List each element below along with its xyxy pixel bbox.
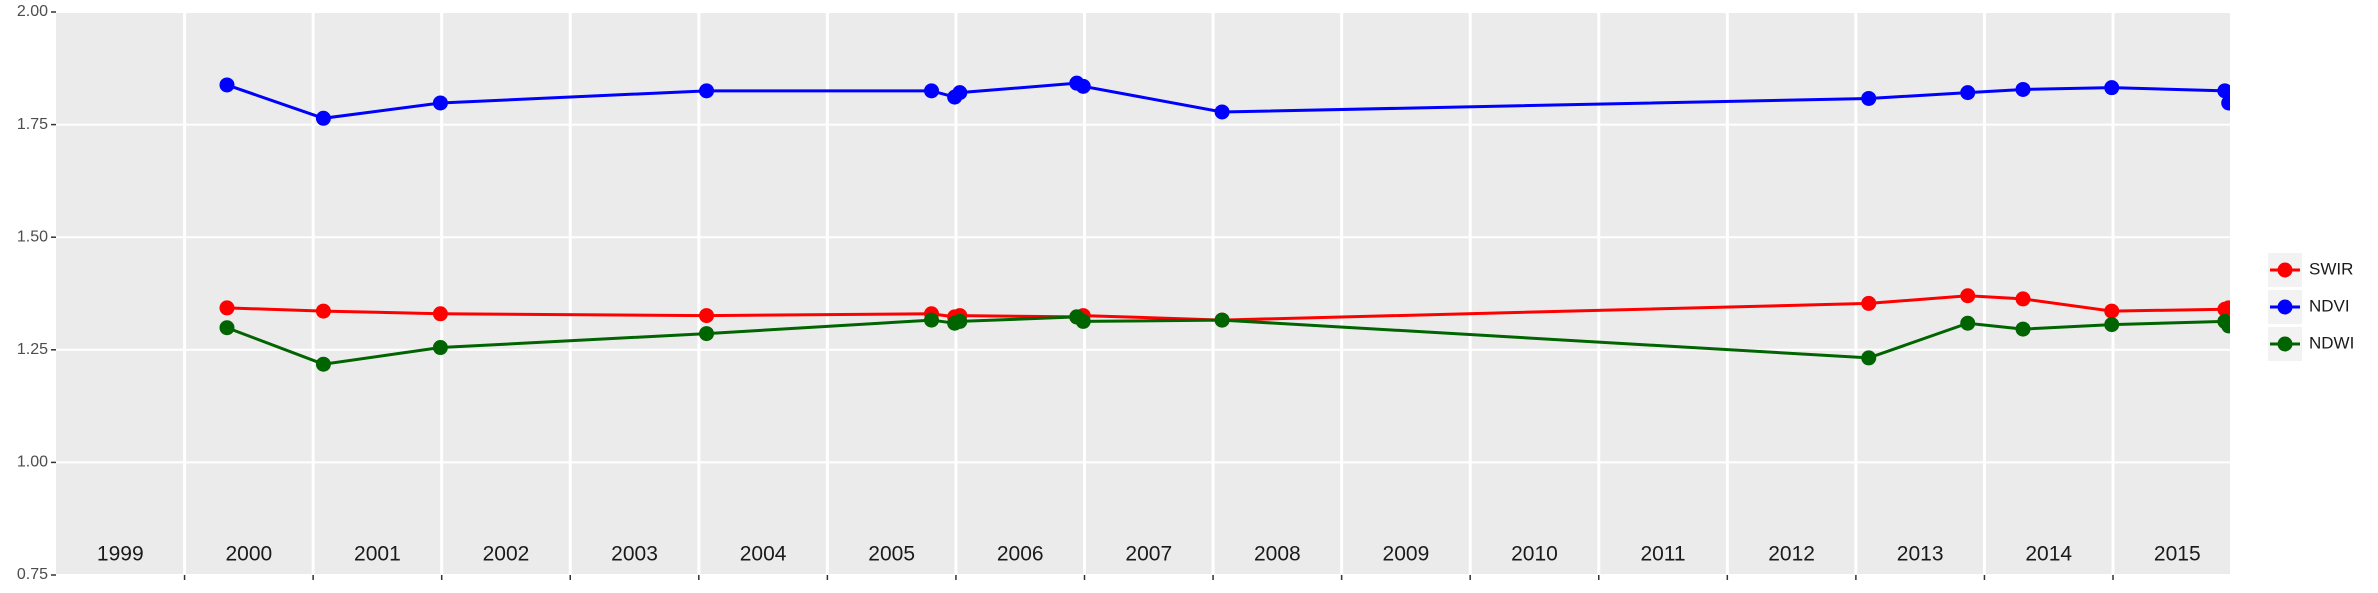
- legend-point: [2277, 299, 2293, 315]
- point: [699, 308, 715, 324]
- y-tick-label: 1.00: [17, 454, 48, 471]
- point: [1214, 104, 1230, 120]
- x-label: 2000: [225, 543, 272, 566]
- x-label: 2002: [483, 543, 530, 566]
- point: [952, 85, 968, 101]
- x-label: 2012: [1768, 543, 1815, 566]
- point: [2104, 303, 2120, 319]
- legend-point: [2277, 336, 2293, 352]
- x-label: 2014: [2025, 543, 2072, 566]
- x-label: 2008: [1254, 543, 1301, 566]
- legend-label: SWIR: [2309, 259, 2353, 278]
- x-label: 2010: [1511, 543, 1558, 566]
- point: [219, 320, 235, 336]
- point: [924, 83, 940, 99]
- x-label: 2006: [997, 543, 1044, 566]
- point: [1214, 312, 1230, 328]
- point: [1861, 295, 1877, 311]
- point: [1960, 85, 1976, 101]
- x-label: 2009: [1383, 543, 1430, 566]
- y-tick-label: 1.50: [17, 228, 48, 245]
- x-label: 2011: [1640, 543, 1685, 566]
- point: [2104, 80, 2120, 96]
- point: [219, 300, 235, 316]
- point: [2015, 291, 2031, 307]
- y-tick-label: 2.00: [17, 3, 48, 20]
- point: [1960, 315, 1976, 331]
- x-label: 2001: [354, 543, 401, 566]
- point: [1075, 313, 1091, 329]
- x-label: 2005: [868, 543, 915, 566]
- legend-point: [2277, 262, 2293, 278]
- x-label: 1999: [97, 543, 144, 566]
- point: [315, 303, 331, 319]
- x-label: 2003: [611, 543, 658, 566]
- point: [952, 313, 968, 329]
- y-tick-label: 0.75: [17, 566, 48, 583]
- point: [315, 110, 331, 126]
- x-label: 2013: [1897, 543, 1944, 566]
- point: [2221, 300, 2230, 316]
- point: [1075, 78, 1091, 94]
- point: [924, 312, 940, 328]
- legend-label: NDWI: [2309, 333, 2354, 352]
- point: [2221, 95, 2230, 111]
- point: [432, 306, 448, 322]
- y-tick-label: 1.75: [17, 116, 48, 133]
- point: [1960, 288, 1976, 304]
- x-label: 2007: [1125, 543, 1172, 566]
- point: [699, 326, 715, 342]
- x-label: 2004: [740, 543, 787, 566]
- point: [1861, 90, 1877, 106]
- point: [2015, 81, 2031, 97]
- point: [2104, 317, 2120, 333]
- point: [432, 340, 448, 356]
- point: [699, 83, 715, 99]
- point: [219, 77, 235, 93]
- point: [315, 356, 331, 372]
- point: [1861, 350, 1877, 366]
- point: [2015, 321, 2031, 337]
- y-tick-label: 1.25: [17, 341, 48, 358]
- point: [2217, 83, 2230, 99]
- x-label: 2015: [2154, 543, 2201, 566]
- legend-label: NDVI: [2309, 296, 2350, 315]
- point: [2221, 318, 2230, 334]
- point: [432, 95, 448, 111]
